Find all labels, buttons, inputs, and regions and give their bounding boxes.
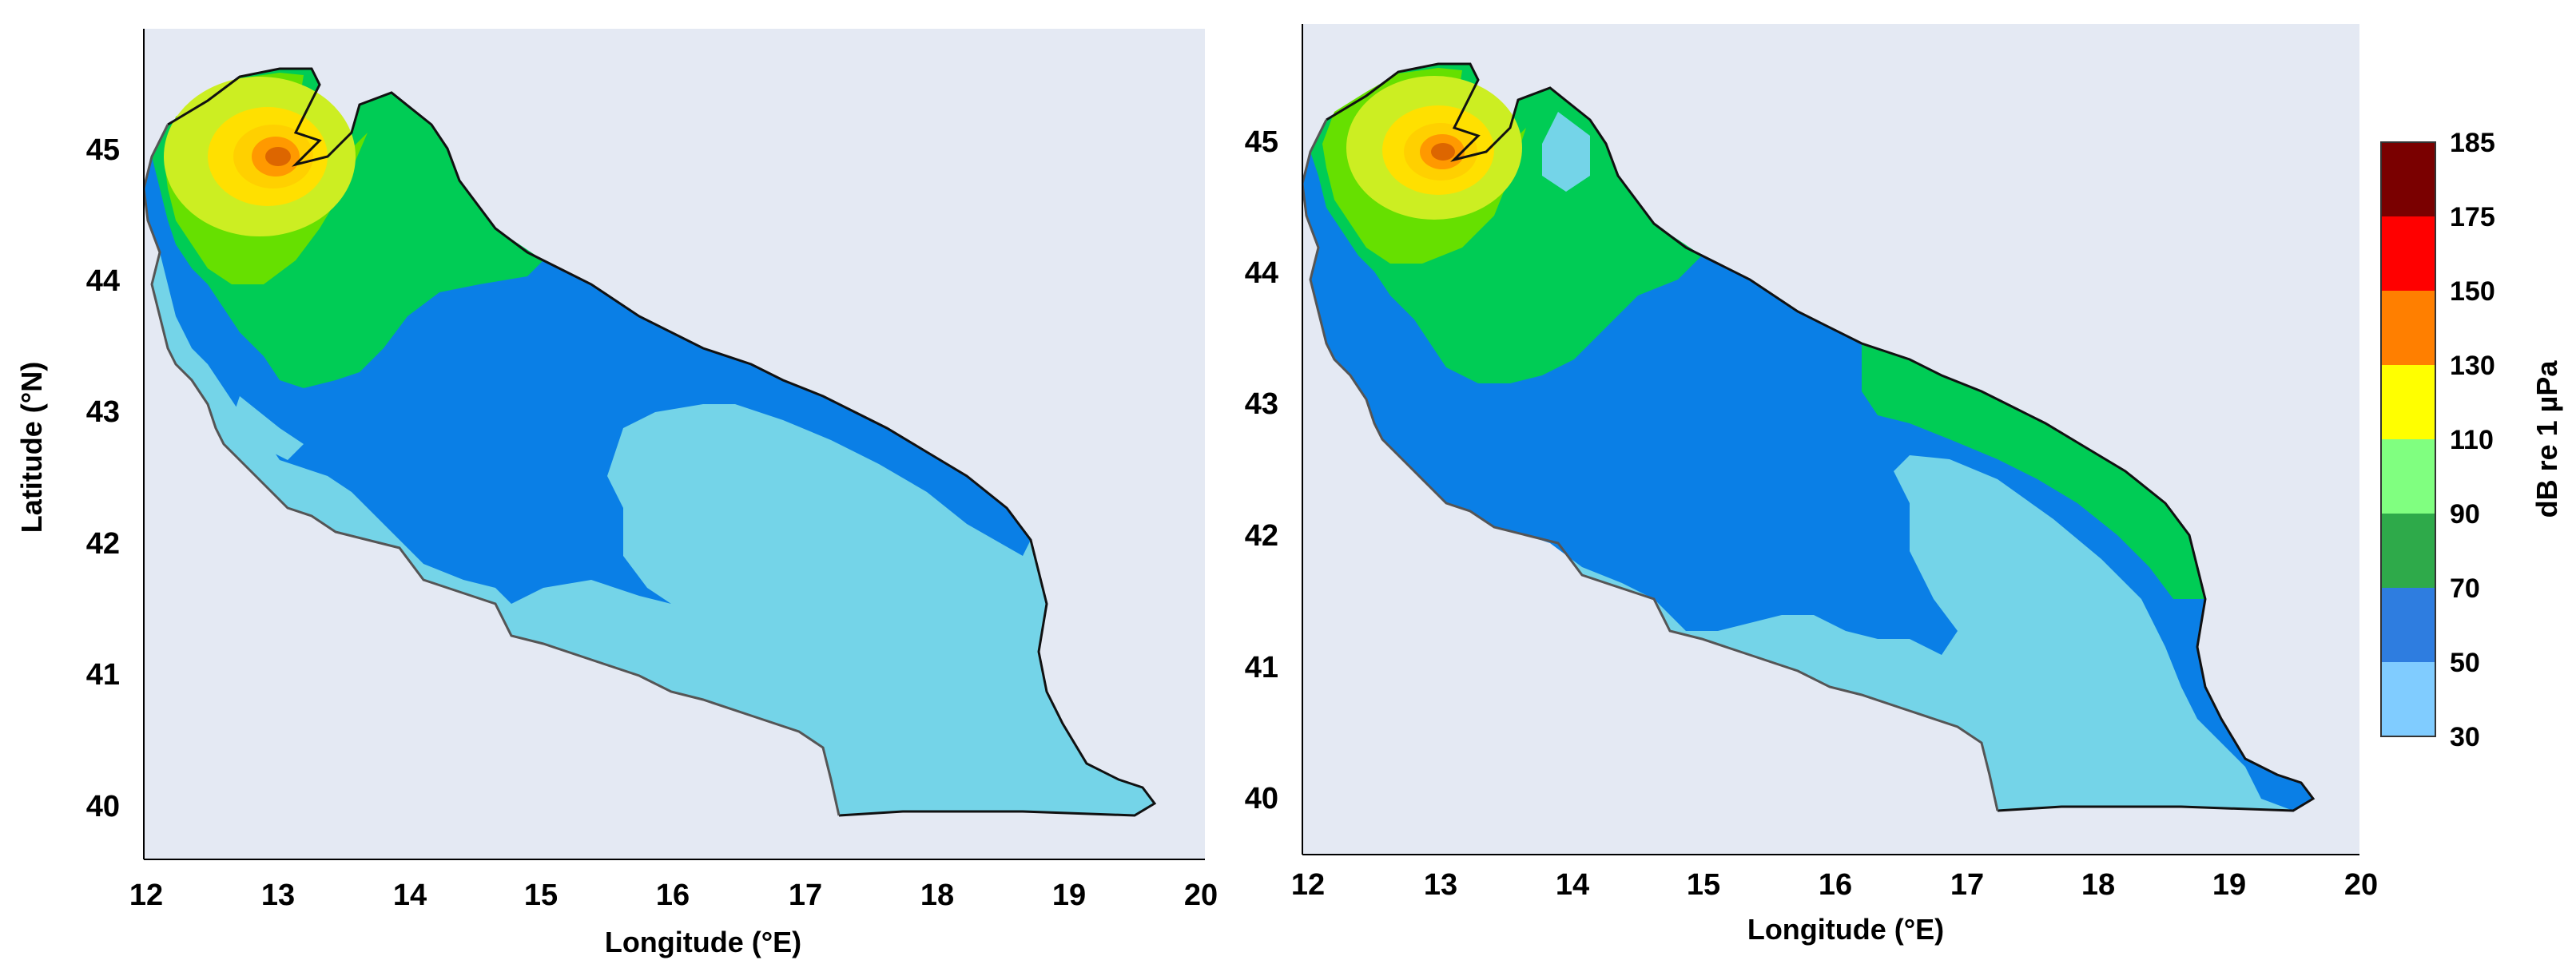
colorbar-tick: 30	[2450, 722, 2480, 752]
colorbar: 185 175 150 130 110 90 70 50 30 dB re 1 …	[2380, 128, 2563, 752]
map-panel-right	[1302, 24, 2359, 855]
left-y-ticks: 40 41 42 43 44 45	[86, 133, 120, 823]
right-y-ticks: 40 41 42 43 44 45	[1245, 125, 1278, 815]
x-tick-label: 19	[1052, 879, 1086, 912]
y-tick-label: 40	[86, 790, 120, 823]
right-x-axis-label: Longitude (°E)	[1747, 913, 1944, 946]
y-tick-label: 45	[1245, 125, 1278, 159]
sea-patch-lightblue-b	[1542, 112, 1590, 192]
source-hotspot	[265, 147, 291, 166]
x-tick-label: 19	[2212, 868, 2246, 902]
x-tick-label: 16	[1819, 868, 1852, 902]
x-tick-label: 13	[261, 879, 295, 912]
colorbar-label: dB re 1 µPa	[2530, 360, 2563, 518]
southern-coastline	[144, 124, 841, 816]
colorbar-band	[2381, 662, 2435, 736]
source-hotspot	[1431, 143, 1455, 161]
x-tick-label: 12	[1291, 868, 1325, 902]
y-tick-label: 43	[1245, 387, 1278, 421]
left-x-ticks: 12 13 14 15 16 17 18 19 20	[129, 879, 1218, 912]
coastline	[1326, 62, 2316, 812]
y-tick-label: 40	[1245, 782, 1278, 815]
x-tick-label: 15	[524, 879, 558, 912]
noise-map-right	[1302, 62, 2316, 812]
colorbar-tick: 130	[2450, 351, 2495, 381]
y-tick-label: 42	[86, 527, 120, 561]
right-x-ticks: 12 13 14 15 16 17 18 19 20	[1291, 868, 2378, 902]
x-tick-label: 20	[1184, 879, 1218, 912]
y-tick-label: 41	[1245, 651, 1278, 684]
x-tick-label: 18	[2081, 868, 2115, 902]
colorbar-band	[2381, 514, 2435, 588]
colorbar-tick: 175	[2450, 202, 2495, 232]
colorbar-band	[2381, 439, 2435, 514]
x-tick-label: 14	[393, 879, 427, 912]
coastline	[167, 67, 1157, 817]
colorbar-band	[2381, 291, 2435, 365]
y-tick-label: 43	[86, 395, 120, 429]
sea-patch-lightblue-a	[232, 396, 304, 460]
noise-map-left	[144, 67, 1157, 817]
colorbar-tick: 90	[2450, 499, 2480, 530]
x-tick-label: 17	[1950, 868, 1984, 902]
x-tick-label: 12	[129, 879, 163, 912]
left-y-axis-label: Latitude (°N)	[15, 362, 48, 533]
southern-coastline	[1302, 119, 1999, 811]
y-tick-label: 41	[86, 658, 120, 692]
colorbar-tick: 70	[2450, 573, 2480, 604]
sea-region-green-east	[1862, 343, 2205, 599]
colorbar-tick: 50	[2450, 648, 2480, 678]
y-tick-label: 45	[86, 133, 120, 167]
x-tick-label: 17	[789, 879, 822, 912]
x-tick-label: 18	[920, 879, 954, 912]
colorbar-frame	[2380, 141, 2436, 737]
colorbar-band	[2381, 216, 2435, 291]
colorbar-tick: 150	[2450, 276, 2495, 307]
colorbar-tick: 185	[2450, 128, 2495, 158]
colorbar-band	[2381, 142, 2435, 216]
y-tick-label: 44	[86, 264, 120, 298]
x-tick-label: 20	[2344, 868, 2378, 902]
x-tick-label: 15	[1687, 868, 1720, 902]
left-x-axis-label: Longitude (°E)	[605, 926, 801, 958]
colorbar-tick: 110	[2450, 425, 2494, 455]
colorbar-band	[2381, 365, 2435, 439]
x-tick-label: 14	[1556, 868, 1589, 902]
map-panel-left	[144, 29, 1205, 859]
colorbar-band	[2381, 588, 2435, 662]
y-tick-label: 44	[1245, 256, 1278, 290]
x-tick-label: 16	[656, 879, 690, 912]
x-tick-label: 13	[1424, 868, 1457, 902]
y-tick-label: 42	[1245, 519, 1278, 553]
